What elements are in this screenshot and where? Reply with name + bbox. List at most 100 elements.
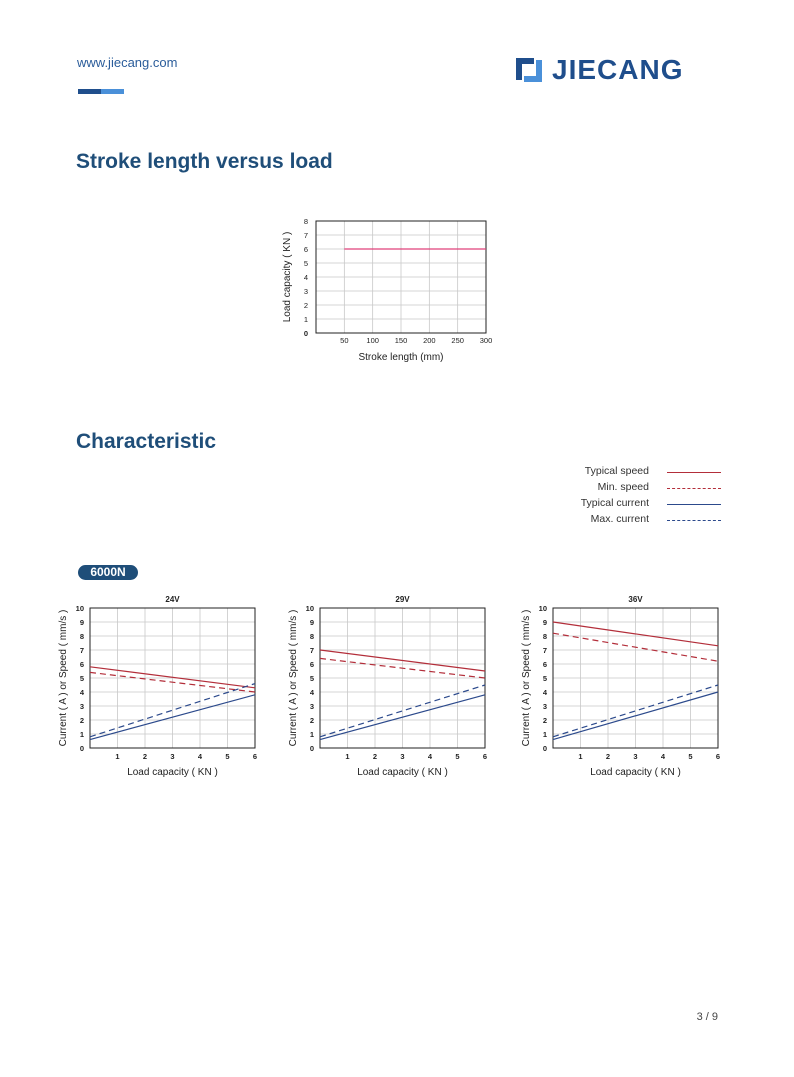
chart-title: 29V (395, 595, 410, 604)
y-tick-label: 7 (304, 231, 308, 240)
website-url[interactable]: www.jiecang.com (77, 55, 178, 70)
y-tick-label: 1 (543, 730, 547, 739)
legend-swatch (667, 472, 721, 473)
jiecang-logo: JIECANG (512, 54, 722, 86)
legend-item: Max. current (540, 512, 725, 528)
y-axis-label: Current ( A ) or Speed ( mm/s ) (288, 610, 299, 747)
x-tick-label: 2 (373, 752, 377, 761)
accent-bar-light (101, 89, 124, 94)
legend-swatch (667, 488, 721, 489)
characteristic-section-title: Characteristic (76, 430, 217, 453)
y-tick-label: 3 (310, 702, 314, 711)
accent-bar-dark (78, 89, 101, 94)
x-tick-label: 6 (716, 752, 720, 761)
y-tick-label: 8 (304, 217, 308, 226)
legend-label: Max. current (590, 513, 649, 525)
y-tick-label: 6 (80, 660, 84, 669)
y-tick-label: 2 (543, 716, 547, 725)
y-tick-label: 0 (543, 744, 547, 753)
legend-label: Typical current (580, 497, 649, 509)
x-tick-label: 200 (423, 336, 436, 345)
chart-legend: Typical speed Min. speed Typical current… (540, 464, 725, 528)
series-line (89, 666, 256, 689)
y-tick-label: 2 (310, 716, 314, 725)
y-tick-label: 3 (304, 287, 308, 296)
plot-frame (319, 607, 486, 749)
stroke-load-chart: 50 100 150 200 250 300 0 1 2 3 4 5 6 7 8 Stroke length … (282, 217, 493, 363)
series-line (89, 694, 256, 741)
logo-text: JIECANG (552, 54, 684, 85)
x-tick-label: 4 (198, 752, 203, 761)
x-tick-label: 5 (455, 752, 459, 761)
y-tick-label: 8 (543, 632, 547, 641)
series-line (552, 632, 719, 662)
x-tick-label: 1 (115, 752, 119, 761)
header-accent-bar (78, 89, 124, 94)
x-tick-label: 3 (170, 752, 174, 761)
x-tick-label: 6 (253, 752, 257, 761)
legend-item: Min. speed (540, 480, 725, 496)
x-tick-label: 3 (400, 752, 404, 761)
y-tick-label: 8 (80, 632, 84, 641)
x-axis-label: Stroke length (mm) (358, 352, 443, 363)
x-tick-label: 2 (606, 752, 610, 761)
y-tick-label: 1 (304, 315, 308, 324)
y-tick-label: 10 (306, 604, 314, 613)
y-tick-label: 0 (80, 744, 84, 753)
series-line (89, 683, 256, 738)
plot-frame (89, 607, 256, 749)
legend-item: Typical speed (540, 464, 725, 480)
y-tick-label: 10 (539, 604, 547, 613)
characteristic-chart-29v: 1 2 3 4 5 6 0 1 2 3 4 5 6 7 8 9 10 Load capacity ( KN ) Cu… (288, 595, 487, 778)
y-tick-label: 7 (310, 646, 314, 655)
x-tick-label: 4 (428, 752, 433, 761)
x-axis-label: Load capacity ( KN ) (590, 767, 681, 778)
series-line (319, 657, 486, 679)
x-axis-label: Load capacity ( KN ) (127, 767, 218, 778)
characteristic-chart-24v: 1 2 3 4 5 6 0 1 2 3 4 5 6 7 8 9 10 Load capacity ( KN ) Cu… (58, 595, 257, 778)
y-tick-label: 9 (80, 618, 84, 627)
stroke-section-title: Stroke length versus load (76, 150, 333, 173)
y-tick-label: 8 (310, 632, 314, 641)
y-tick-label: 5 (304, 259, 308, 268)
y-axis-label: Current ( A ) or Speed ( mm/s ) (521, 610, 532, 747)
y-tick-label: 2 (304, 301, 308, 310)
legend-item: Typical current (540, 496, 725, 512)
series-line (319, 684, 486, 738)
x-tick-label: 1 (578, 752, 582, 761)
y-tick-label: 3 (80, 702, 84, 711)
page-number: 3 / 9 (696, 1011, 718, 1023)
y-tick-label: 5 (80, 674, 84, 683)
chart-title: 24V (165, 595, 180, 604)
x-tick-label: 1 (345, 752, 349, 761)
y-tick-label: 4 (310, 688, 315, 697)
x-tick-label: 4 (661, 752, 666, 761)
y-tick-label: 7 (543, 646, 547, 655)
y-tick-label: 7 (80, 646, 84, 655)
x-tick-label: 100 (366, 336, 379, 345)
x-tick-label: 2 (143, 752, 147, 761)
x-tick-label: 150 (395, 336, 408, 345)
model-badge: 6000N (78, 565, 138, 580)
x-tick-label: 5 (225, 752, 229, 761)
y-tick-label: 4 (543, 688, 548, 697)
x-tick-label: 3 (633, 752, 637, 761)
series-line (552, 684, 719, 738)
legend-label: Typical speed (584, 465, 649, 477)
legend-swatch (667, 504, 721, 505)
x-tick-label: 300 (480, 336, 493, 345)
y-tick-label: 4 (80, 688, 85, 697)
y-tick-label: 1 (310, 730, 314, 739)
x-tick-label: 50 (340, 336, 348, 345)
plot-frame (315, 220, 487, 334)
x-axis-label: Load capacity ( KN ) (357, 767, 448, 778)
logo-mark-icon (516, 58, 542, 82)
y-tick-label: 9 (310, 618, 314, 627)
y-tick-label: 6 (310, 660, 314, 669)
x-tick-label: 250 (451, 336, 464, 345)
series-line (552, 691, 719, 741)
series-line (319, 694, 486, 741)
chart-title: 36V (628, 595, 643, 604)
series-line (89, 671, 256, 693)
y-tick-label: 3 (543, 702, 547, 711)
